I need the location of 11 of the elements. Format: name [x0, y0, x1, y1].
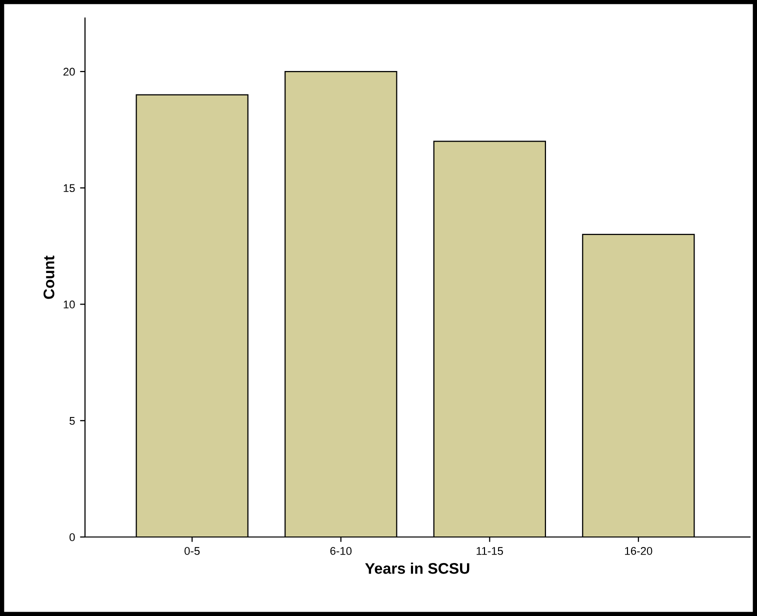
- x-tick-label: 6-10: [330, 547, 352, 555]
- x-axis-title: Years in SCSU: [365, 562, 470, 574]
- x-tick-label: 16-20: [625, 547, 652, 555]
- y-axis-title: Count: [44, 256, 54, 299]
- x-tick-label: 11-15: [476, 547, 503, 555]
- y-tick-label: 5: [70, 417, 75, 425]
- y-tick-label: 10: [64, 300, 75, 308]
- x-tick-label: 0-5: [184, 547, 200, 555]
- y-tick-label: 20: [63, 68, 75, 76]
- y-tick-label: 15: [64, 184, 75, 192]
- y-tick-label: 0: [70, 533, 75, 542]
